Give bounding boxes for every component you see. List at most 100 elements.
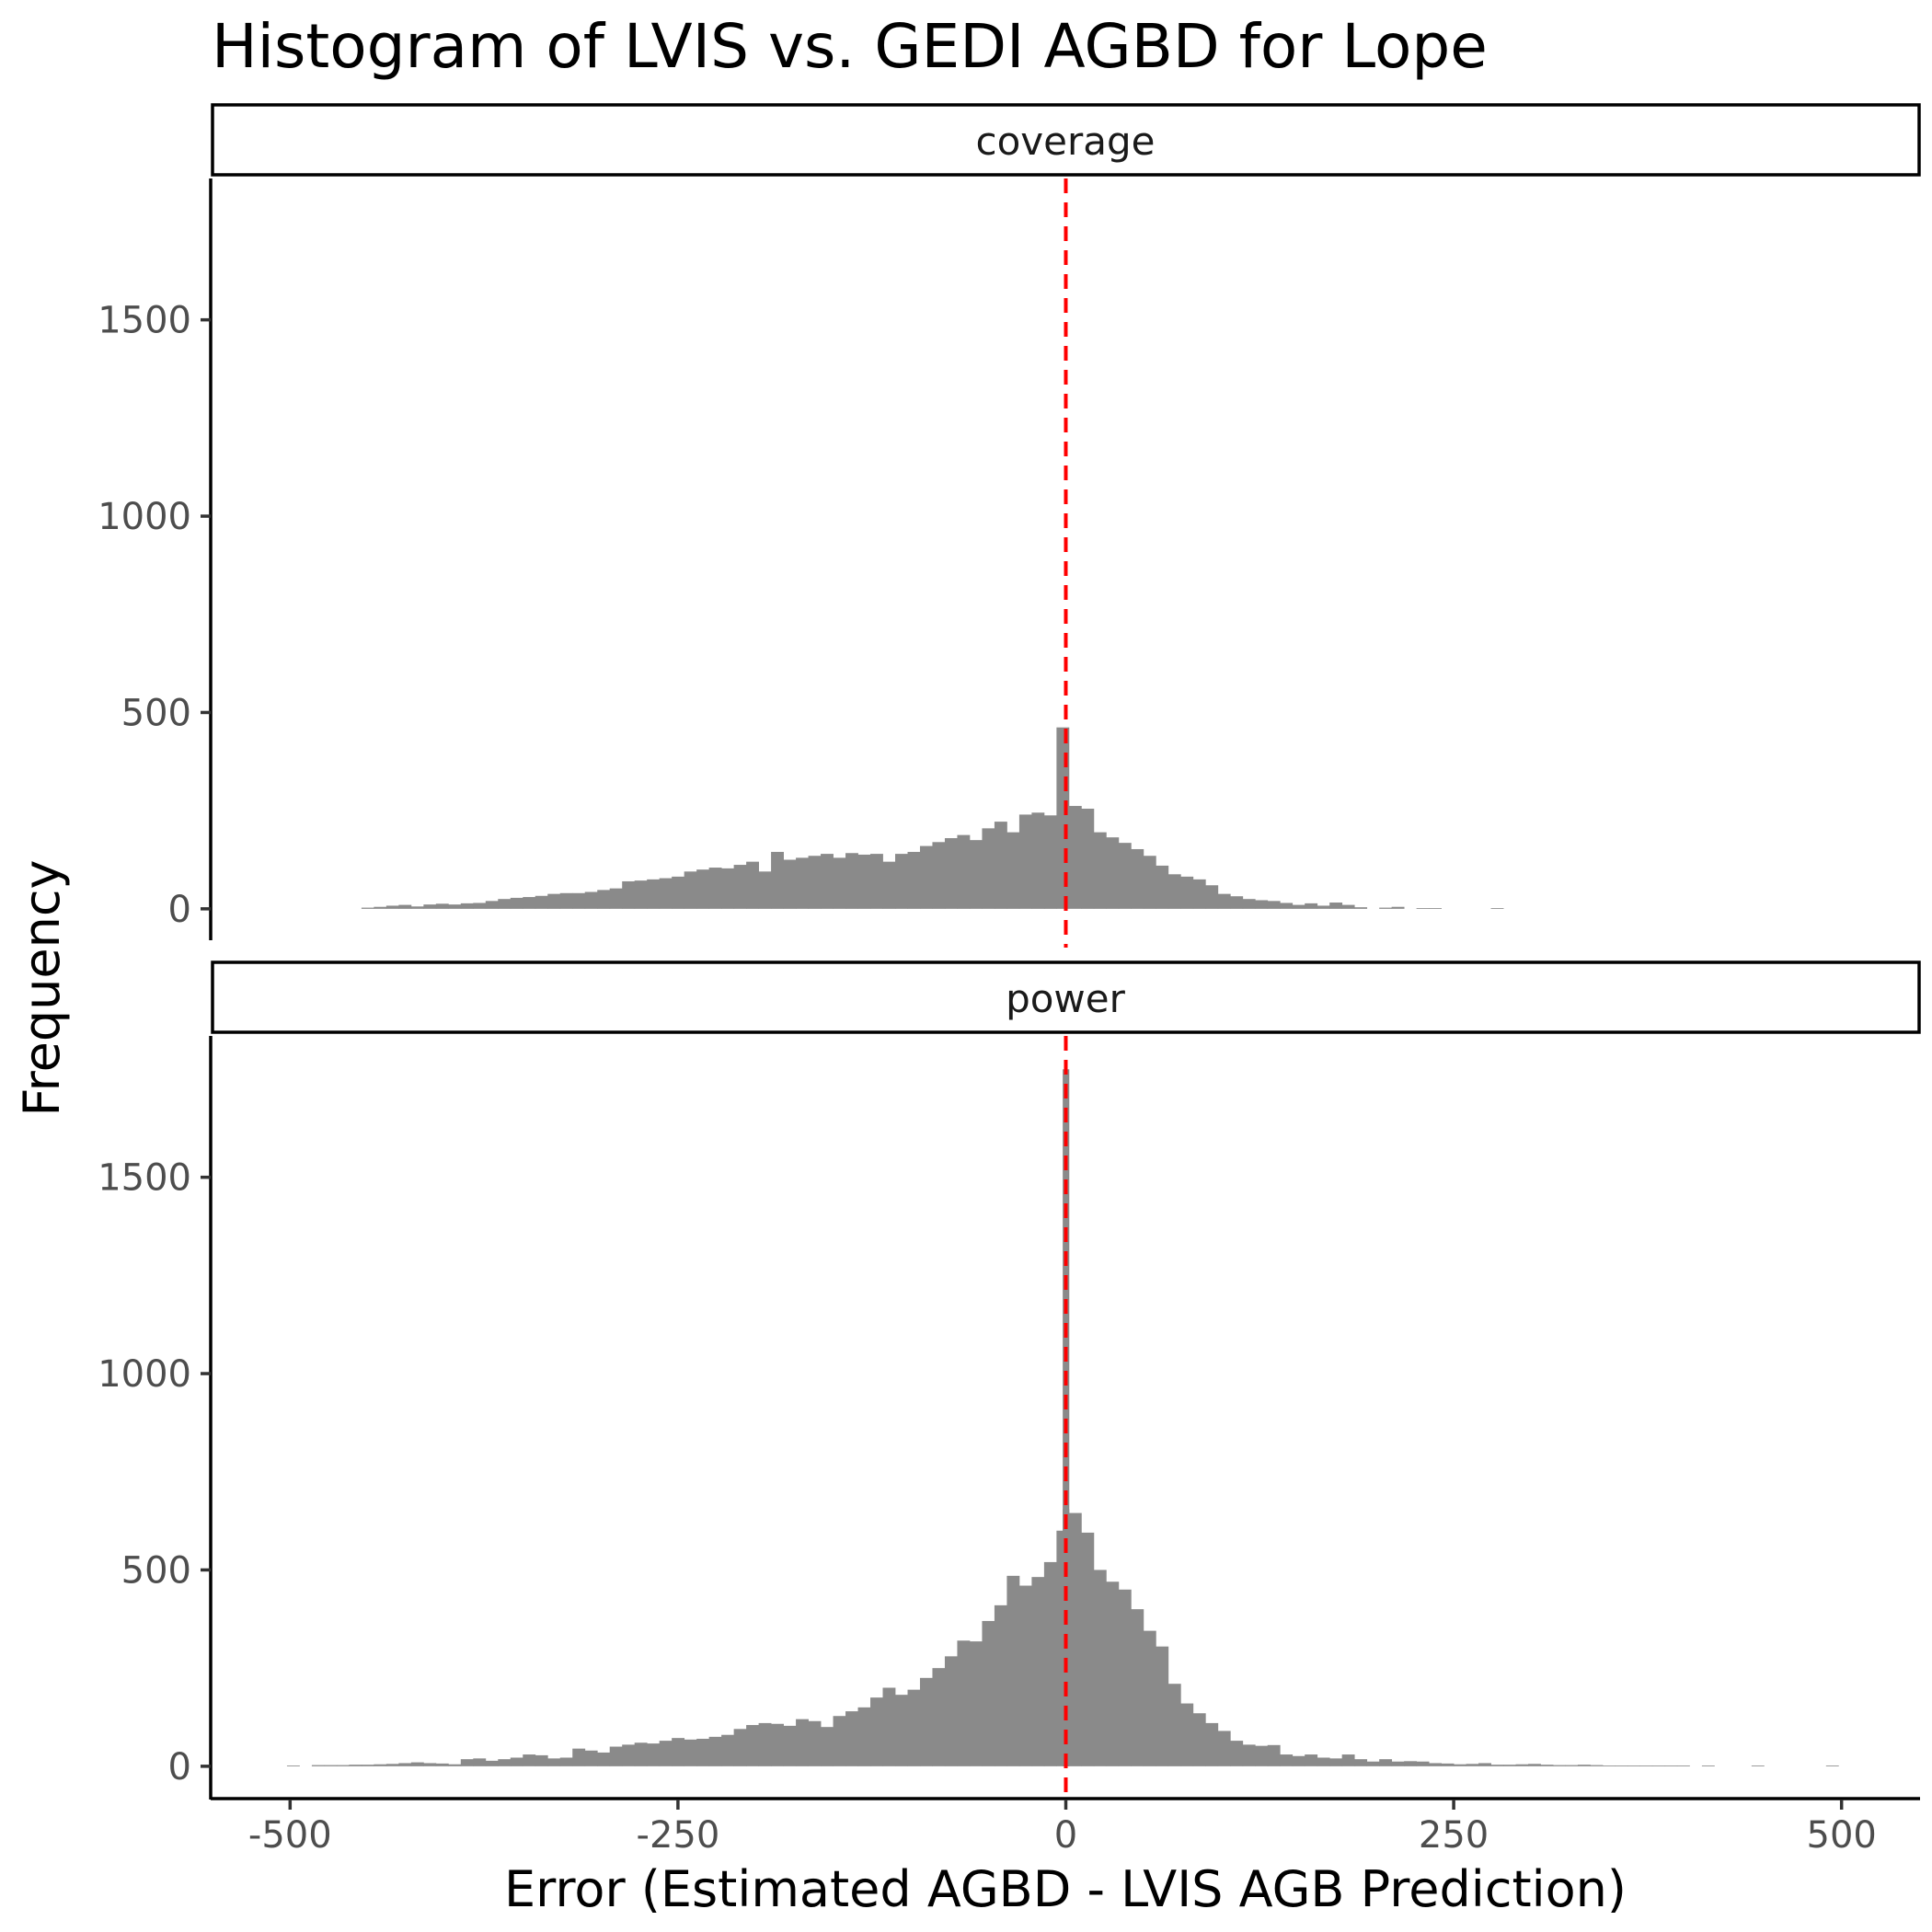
histogram-bar <box>1676 1765 1690 1766</box>
histogram-bar <box>833 1716 846 1766</box>
histogram-bar <box>1329 903 1343 909</box>
histogram-bar <box>845 1711 858 1766</box>
histogram-bar <box>547 1758 561 1766</box>
histogram-bar <box>1639 1765 1653 1766</box>
histogram-bar <box>1093 832 1107 909</box>
histogram-bar <box>932 1668 946 1766</box>
histogram-bar <box>535 895 548 909</box>
histogram-bar <box>821 1727 834 1766</box>
histogram-bar <box>1490 908 1504 909</box>
histogram-bar <box>696 869 710 909</box>
histogram-bar <box>559 892 573 909</box>
y-ticks-coverage: 0 500 1000 1500 <box>98 300 211 931</box>
histogram-bar <box>1305 1754 1318 1766</box>
histogram-bar <box>758 1722 772 1766</box>
histogram-bar <box>584 891 598 909</box>
histogram-bar <box>597 1752 611 1766</box>
histogram-bar <box>1602 1765 1616 1766</box>
histogram-bar <box>286 1765 300 1766</box>
histogram-bar <box>1255 1745 1269 1766</box>
histogram-bar <box>1056 727 1070 909</box>
histogram-bar <box>572 892 586 909</box>
histogram-bar <box>1106 1581 1120 1766</box>
histogram-bar <box>1354 907 1368 909</box>
histogram-bar <box>1063 1069 1070 1766</box>
histogram-bar <box>1416 1761 1430 1766</box>
histogram-bar <box>771 1723 784 1766</box>
histogram-bar <box>485 901 499 909</box>
histogram-bar <box>423 904 437 909</box>
histogram-bar <box>1429 1763 1442 1766</box>
bars-coverage <box>361 727 1504 909</box>
histogram-bar <box>733 1729 747 1766</box>
histogram-bar <box>1590 1765 1604 1766</box>
histogram-bar <box>783 1725 797 1766</box>
histogram-bar <box>957 1640 971 1766</box>
histogram-bar <box>498 899 512 909</box>
histogram-bar <box>1490 1765 1504 1766</box>
histogram-bar <box>672 1738 685 1766</box>
histogram-bar <box>410 1762 424 1766</box>
histogram-bar <box>1540 1765 1554 1766</box>
histogram-bar <box>808 1720 822 1766</box>
histogram-bar <box>796 1719 809 1766</box>
histogram-bar <box>1205 885 1219 909</box>
histogram-bar <box>659 878 673 909</box>
histogram-bar <box>1615 1765 1628 1766</box>
histogram-bar <box>1416 908 1430 909</box>
histogram-bar <box>684 1739 697 1766</box>
histogram-bar <box>672 876 685 909</box>
histogram-bar <box>659 1741 673 1766</box>
histogram-bar <box>944 838 958 909</box>
histogram-bar <box>907 1689 921 1766</box>
histogram-bar <box>1391 906 1405 909</box>
histogram-bar <box>398 1763 412 1766</box>
histogram-bar <box>1627 1765 1640 1766</box>
histogram-bar <box>1466 1764 1479 1766</box>
histogram-bar <box>498 1759 512 1766</box>
histogram-bar <box>796 857 809 909</box>
bars-power <box>286 1069 1839 1766</box>
histogram-bar <box>311 1765 325 1766</box>
histogram-bar <box>1341 904 1355 909</box>
histogram-bar <box>1217 1731 1231 1766</box>
histogram-bar <box>1192 879 1206 909</box>
y-tick-label: 500 <box>121 692 191 734</box>
histogram-bar <box>1167 1684 1181 1766</box>
histogram-bar <box>733 865 747 909</box>
histogram-bar <box>1751 1765 1765 1766</box>
histogram-bar <box>1528 1764 1541 1766</box>
histogram-bar <box>1441 1763 1455 1766</box>
histogram-bar <box>746 1725 759 1766</box>
histogram-bar <box>1341 1754 1355 1766</box>
y-tick-label: 500 <box>121 1549 191 1592</box>
histogram-bar <box>870 1697 883 1766</box>
histogram-bar <box>423 1763 437 1766</box>
x-tick-label: 500 <box>1807 1814 1877 1857</box>
histogram-bar <box>1018 814 1032 909</box>
histogram-bar <box>609 1746 623 1766</box>
histogram-bar <box>1068 1512 1082 1766</box>
histogram-bar <box>374 1764 387 1766</box>
histogram-bar <box>1267 901 1281 909</box>
histogram-bar <box>1192 1713 1206 1766</box>
histogram-bar <box>882 1687 896 1766</box>
histogram-bar <box>1018 1585 1032 1766</box>
histogram-bar <box>696 1738 710 1766</box>
histogram-bar <box>1230 1741 1244 1766</box>
histogram-bar <box>535 1754 548 1766</box>
strip-power <box>211 960 1921 1034</box>
x-tick-label: -500 <box>248 1814 332 1857</box>
y-tick-label: 1500 <box>98 300 191 342</box>
histogram-bar <box>473 1758 487 1766</box>
histogram-bar <box>1143 1630 1156 1766</box>
histogram-bar <box>1578 1765 1591 1766</box>
histogram-bar <box>1317 905 1330 909</box>
histogram-bar <box>1454 1764 1466 1766</box>
histogram-bar <box>994 822 1007 909</box>
histogram-bar <box>994 1604 1007 1766</box>
histogram-bar <box>808 856 822 909</box>
y-tick-label: 0 <box>168 889 191 931</box>
histogram-bar <box>523 897 536 909</box>
